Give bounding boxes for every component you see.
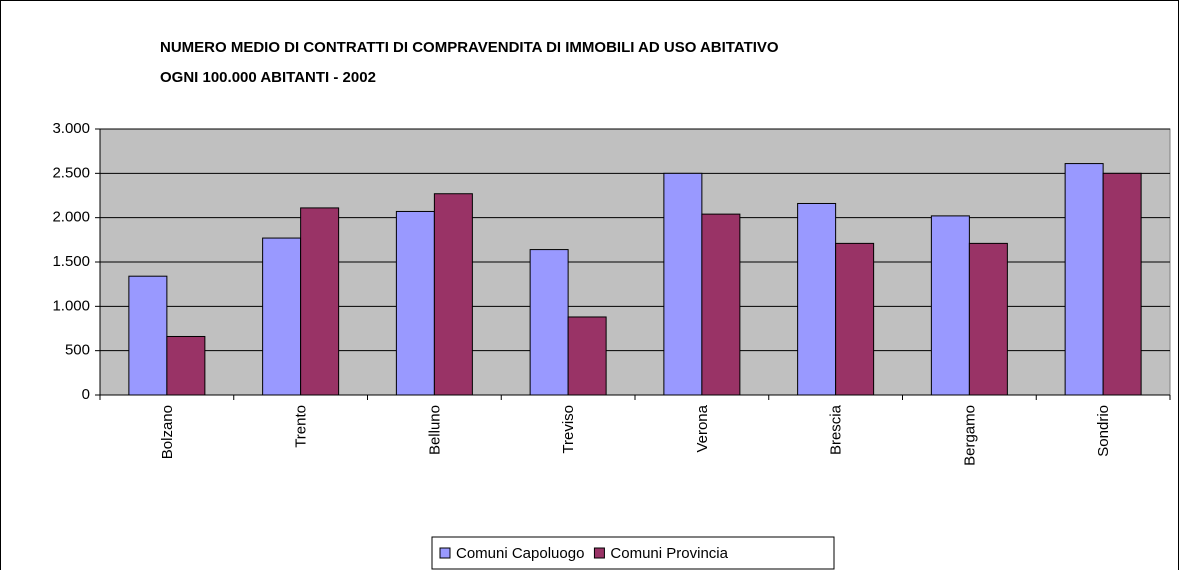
x-tick-label: Bergamo [961,405,978,466]
x-tick-label: Belluno [426,405,443,455]
chart-title: NUMERO MEDIO DI CONTRATTI DI COMPRAVENDI… [160,39,779,56]
bar [300,207,340,396]
x-tick-label: Brescia [828,404,845,455]
bar [701,213,741,396]
y-tick-label: 0 [82,386,90,403]
bar [835,242,875,396]
y-tick-label: 500 [65,342,90,359]
legend-swatch [439,547,451,559]
x-tick-label: Sondrio [1095,405,1112,457]
bar [1102,172,1142,396]
bar [663,172,703,396]
bar [1064,163,1104,396]
bar [166,335,206,396]
legend-swatch [593,547,605,559]
x-tick-label: Verona [694,404,711,452]
y-tick-label: 1.500 [52,253,90,270]
y-tick-label: 2.000 [52,209,90,226]
bar [433,193,473,396]
bar [529,249,569,396]
bar [968,242,1008,396]
legend-box [431,536,835,570]
y-tick-label: 2.500 [52,164,90,181]
bar [128,275,168,396]
legend-label: Comuni Capoluogo [456,545,584,562]
x-tick-label: Treviso [560,405,577,454]
y-tick-label: 1.000 [52,297,90,314]
legend-label: Comuni Provincia [610,545,728,562]
bar [930,215,970,396]
bar [262,237,302,396]
bar [797,202,837,396]
y-tick-label: 3.000 [52,120,90,137]
x-tick-label: Trento [293,405,310,448]
bar [567,316,607,396]
chart-title: OGNI 100.000 ABITANTI - 2002 [160,69,376,86]
bar [395,210,435,396]
x-tick-label: Bolzano [159,405,176,459]
